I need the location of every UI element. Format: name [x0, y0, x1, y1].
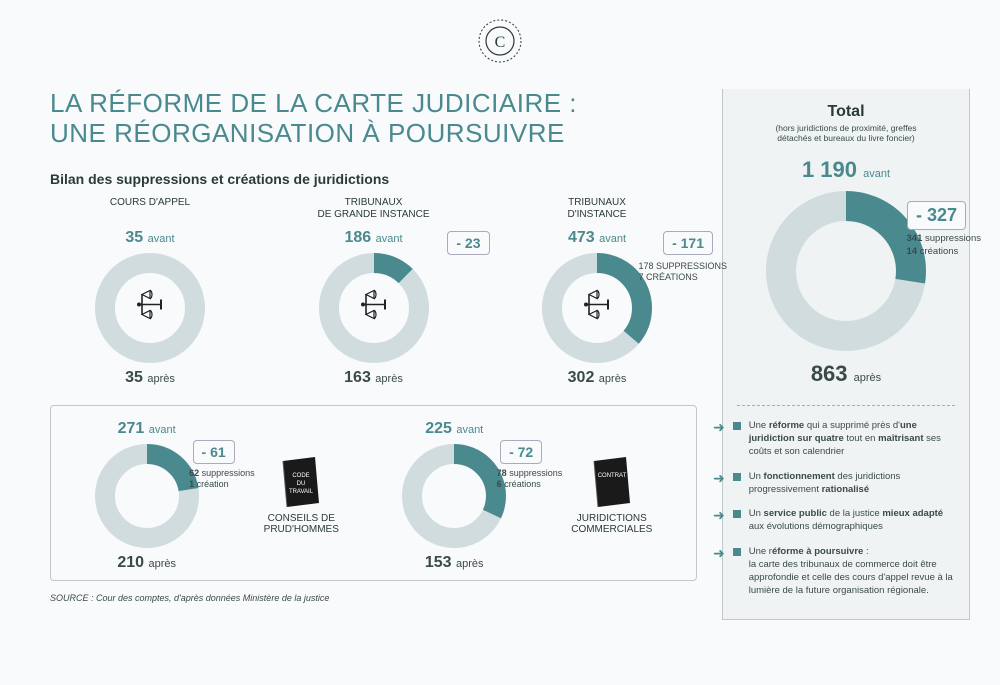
subtitle: Bilan des suppressions et créations de j…	[50, 171, 697, 187]
bullet-3: ➜ Une réforme à poursuivre :la carte des…	[737, 546, 955, 597]
donut	[95, 444, 199, 548]
change-box: - 23	[447, 231, 489, 255]
square-icon	[733, 473, 741, 481]
sidebar-total: Total (hors juridictions de proximité, g…	[722, 89, 970, 620]
book-icon: CONTRAT	[588, 453, 636, 509]
svg-text:TRAVAIL: TRAVAIL	[289, 489, 314, 495]
scales-icon	[358, 290, 390, 325]
total-subtitle: (hors juridictions de proximité, greffes…	[775, 123, 916, 143]
book-icon: CODE DU TRAVAIL	[277, 453, 325, 509]
left-panel: LA RÉFORME DE LA CARTE JUDICIAIRE :UNE R…	[50, 89, 722, 620]
svg-text:DU: DU	[297, 481, 306, 487]
chart-block-2: TRIBUNAUXD'INSTANCE 473 avant - 171 178 …	[497, 197, 697, 387]
square-icon	[733, 422, 741, 430]
bullet-text: Un fonctionnement des juridictions progr…	[749, 471, 955, 497]
svg-text:C: C	[495, 34, 506, 51]
pair-label: JURIDICTIONSCOMMERCIALES	[571, 513, 652, 535]
source-line: SOURCE : Cour des comptes, d'après donné…	[50, 593, 697, 603]
total-donut: - 327 341 suppressions 14 créations	[766, 191, 926, 351]
donut	[402, 444, 506, 548]
arrow-icon: ➜	[713, 544, 725, 563]
avant-value: 35 avant	[125, 229, 174, 247]
breakdown: 62 suppressions1 création	[189, 468, 255, 491]
square-icon	[733, 510, 741, 518]
bullet-1: ➜ Un fonctionnement des juridictions pro…	[737, 471, 955, 497]
cour-des-comptes-logo: C	[477, 18, 523, 64]
apres-value: 302 après	[568, 369, 627, 387]
apres-value: 153 après	[425, 554, 484, 572]
chart-block-0: COURS D'APPEL 35 avant 35 après	[50, 197, 250, 387]
bullet-0: ➜ Une réforme qui a supprimé près d'une …	[737, 420, 955, 458]
bullet-text: Une réforme qui a supprimé près d'une ju…	[749, 420, 955, 458]
arrow-icon: ➜	[713, 469, 725, 488]
chart-pair-0: 271 avant - 61 62 suppressions1 création…	[95, 416, 339, 572]
svg-text:CONTRAT: CONTRAT	[598, 473, 627, 479]
donut	[542, 253, 652, 363]
arrow-icon: ➜	[713, 506, 725, 525]
chart-label: TRIBUNAUXDE GRANDE INSTANCE	[317, 197, 429, 225]
bullet-text: Une réforme à poursuivre :la carte des t…	[749, 546, 955, 597]
chart-label: TRIBUNAUXD'INSTANCE	[568, 197, 627, 225]
donut	[319, 253, 429, 363]
change-box: - 72	[500, 440, 542, 464]
avant-value: 225 avant	[425, 420, 483, 438]
avant-value: 271 avant	[118, 420, 176, 438]
avant-value: 473 avant	[568, 229, 626, 247]
donut	[95, 253, 205, 363]
bullet-text: Un service public de la justice mieux ad…	[749, 508, 955, 534]
total-title: Total	[827, 103, 864, 121]
chart-block-1: TRIBUNAUXDE GRANDE INSTANCE 186 avant - …	[274, 197, 474, 387]
chart-pair-1: 225 avant - 72 78 suppressions6 création…	[402, 416, 652, 572]
breakdown: 78 suppressions6 créations	[497, 468, 563, 491]
avant-value: 186 avant	[344, 229, 402, 247]
svg-text:CODE: CODE	[293, 473, 310, 479]
total-change: - 327	[907, 201, 966, 230]
apres-value: 210 après	[117, 554, 176, 572]
total-breakdown: 341 suppressions 14 créations	[907, 233, 981, 258]
chart-label: COURS D'APPEL	[110, 197, 190, 225]
bullets: ➜ Une réforme qui a supprimé près d'une …	[737, 405, 955, 609]
scales-icon	[581, 290, 613, 325]
arrow-icon: ➜	[713, 418, 725, 437]
logo-wrap: C	[0, 0, 1000, 69]
row1: COURS D'APPEL 35 avant 35 après TRIBUNAU…	[50, 197, 697, 387]
pair-label: CONSEILS DEPRUD'HOMMES	[264, 513, 339, 535]
row2: 271 avant - 61 62 suppressions1 création…	[50, 405, 697, 581]
total-apres: 863 après	[811, 361, 881, 387]
page-title: LA RÉFORME DE LA CARTE JUDICIAIRE :UNE R…	[50, 89, 697, 149]
bullet-2: ➜ Un service public de la justice mieux …	[737, 508, 955, 534]
change-box: - 171	[663, 231, 713, 255]
square-icon	[733, 548, 741, 556]
breakdown: 178 SUPPRESSIONS7 CRÉATIONS	[638, 261, 727, 284]
change-box: - 61	[193, 440, 235, 464]
total-avant: 1 190 avant	[802, 157, 890, 183]
apres-value: 163 après	[344, 369, 403, 387]
apres-value: 35 après	[125, 369, 175, 387]
scales-icon	[134, 290, 166, 325]
